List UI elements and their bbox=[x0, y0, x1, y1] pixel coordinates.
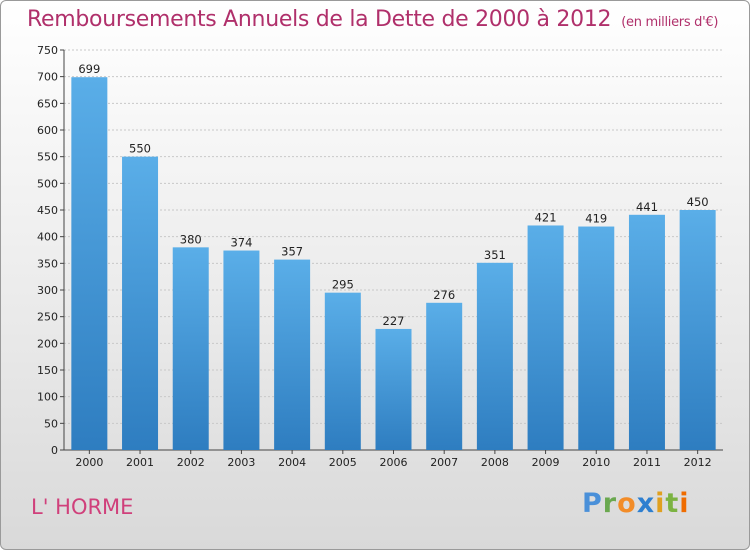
x-tick-label: 2004 bbox=[278, 456, 306, 469]
bar bbox=[476, 262, 513, 450]
x-tick-label: 2007 bbox=[430, 456, 458, 469]
bar-value-label: 351 bbox=[484, 248, 506, 262]
bar bbox=[578, 226, 615, 450]
y-tick-label: 0 bbox=[51, 444, 58, 457]
bar-value-label: 421 bbox=[535, 210, 557, 224]
x-tick-label: 2006 bbox=[380, 456, 408, 469]
y-tick-label: 200 bbox=[37, 337, 58, 350]
y-tick-label: 400 bbox=[37, 231, 58, 244]
y-tick-label: 650 bbox=[37, 97, 58, 110]
x-tick-label: 2010 bbox=[582, 456, 610, 469]
bar bbox=[375, 328, 412, 450]
y-tick-label: 150 bbox=[37, 364, 58, 377]
y-tick-label: 500 bbox=[37, 177, 58, 190]
x-tick-label: 2009 bbox=[532, 456, 560, 469]
x-tick-label: 2008 bbox=[481, 456, 509, 469]
bar-value-label: 419 bbox=[585, 212, 607, 226]
bar-value-label: 276 bbox=[433, 288, 455, 302]
bar bbox=[274, 259, 311, 450]
labels: 0 50 100 150 200 250 300 350 400 450 500 550 600 650 7… bbox=[37, 44, 712, 469]
x-tick-label: 2001 bbox=[126, 456, 154, 469]
y-tick-label: 100 bbox=[37, 391, 58, 404]
bar bbox=[426, 302, 463, 450]
bar-value-label: 227 bbox=[383, 314, 405, 328]
bar bbox=[679, 210, 716, 450]
logo-letter: t bbox=[665, 488, 680, 519]
y-tick-label: 300 bbox=[37, 284, 58, 297]
bar-value-label: 550 bbox=[129, 142, 151, 156]
x-tick-label: 2000 bbox=[75, 456, 103, 469]
title-unit: (en milliers d'€) bbox=[621, 15, 719, 30]
x-tick-label: 2011 bbox=[633, 456, 661, 469]
logo-letter: P bbox=[582, 488, 603, 519]
chart-title: Remboursements Annuels de la Dette de 20… bbox=[27, 7, 718, 32]
x-tick-label: 2002 bbox=[177, 456, 205, 469]
logo-letter: i bbox=[655, 488, 666, 519]
x-tick-label: 2005 bbox=[329, 456, 357, 469]
x-tick-label: 2012 bbox=[684, 456, 712, 469]
bar-value-label: 441 bbox=[636, 200, 658, 214]
y-tick-label: 250 bbox=[37, 311, 58, 324]
y-tick-label: 450 bbox=[37, 204, 58, 217]
logo-letter: x bbox=[636, 488, 656, 519]
y-tick-label: 50 bbox=[44, 417, 58, 430]
proxiti-logo: Proxiti bbox=[582, 488, 690, 519]
y-tick-label: 600 bbox=[37, 124, 58, 137]
bar-value-label: 295 bbox=[332, 278, 354, 292]
logo-letter: r bbox=[602, 488, 618, 519]
y-tick-label: 350 bbox=[37, 257, 58, 270]
bar bbox=[122, 156, 159, 450]
town-name: L' HORME bbox=[31, 495, 134, 519]
title-main: Remboursements Annuels de la Dette de 20… bbox=[27, 7, 612, 32]
y-tick-label: 700 bbox=[37, 71, 58, 84]
bar bbox=[71, 77, 108, 450]
bar-value-label: 357 bbox=[281, 245, 303, 259]
bar bbox=[324, 292, 361, 450]
bar bbox=[172, 247, 209, 450]
bar-value-label: 450 bbox=[687, 195, 709, 209]
x-tick-label: 2003 bbox=[227, 456, 255, 469]
bar bbox=[628, 214, 665, 450]
bar-value-label: 374 bbox=[230, 236, 252, 250]
bar-value-label: 380 bbox=[180, 232, 202, 246]
bar bbox=[527, 225, 564, 450]
bar-value-label: 699 bbox=[78, 62, 100, 76]
bar bbox=[223, 250, 260, 450]
logo-letter: o bbox=[617, 488, 637, 519]
logo-letter: i bbox=[679, 488, 690, 519]
y-tick-label: 550 bbox=[37, 151, 58, 164]
y-tick-label: 750 bbox=[37, 44, 58, 57]
bars bbox=[71, 77, 716, 450]
